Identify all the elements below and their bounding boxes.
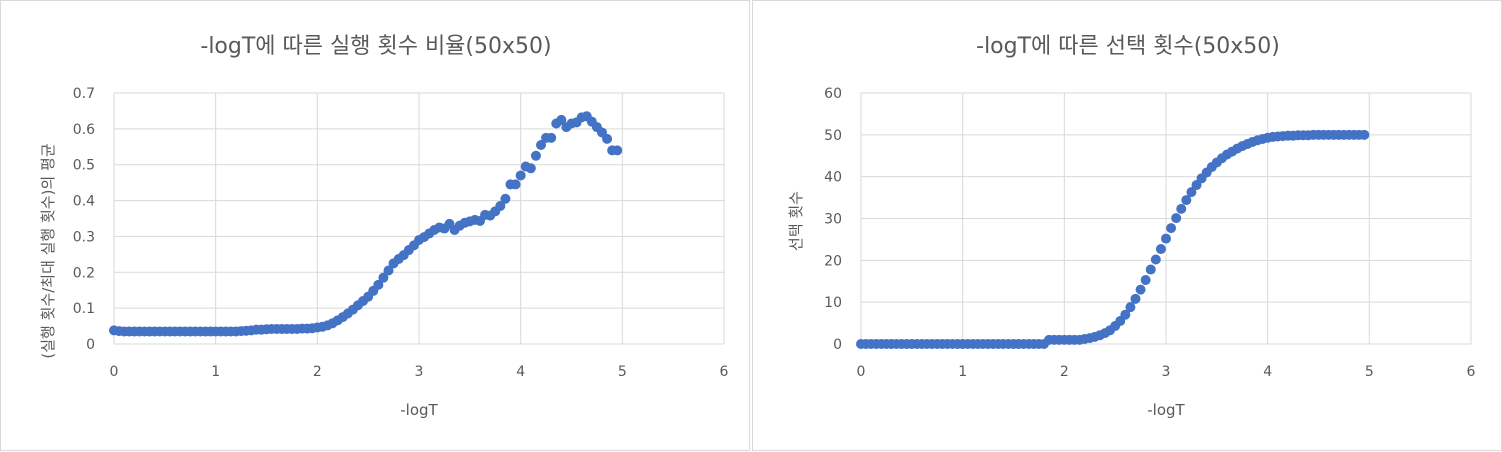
y-tick-label: 0.5 [73, 158, 95, 174]
data-point [383, 265, 394, 276]
data-point [495, 200, 506, 211]
data-point [510, 179, 521, 190]
chart-right: -logT에 따른 선택 횟수(50x50) 0 10 20 30 40 50 60 0 1 2 3… [787, 34, 1476, 419]
data-point [1181, 195, 1192, 206]
x-tick-label: 3 [415, 364, 424, 380]
x-tick-label: 1 [958, 364, 967, 380]
y-axis-label: (실행 횟수/최대 실행 횟수)의 평균 [39, 143, 57, 358]
y-tick-label: 30 [824, 212, 842, 228]
data-point [612, 145, 623, 156]
data-point [602, 133, 613, 144]
data-point [1166, 223, 1177, 234]
y-tick-label: 20 [824, 253, 842, 269]
x-tick-label: 3 [1162, 364, 1171, 380]
data-point [1135, 284, 1146, 295]
chart-title: -logT에 따른 실행 횟수 비율(50x50) [200, 34, 551, 59]
y-tick-label: 10 [824, 295, 842, 311]
data-point [515, 170, 526, 181]
x-axis-label: -logT [400, 401, 438, 419]
data-points [109, 111, 623, 337]
x-tick-label: 4 [1263, 364, 1272, 380]
x-tick-label: 2 [313, 364, 322, 380]
data-point [1145, 264, 1156, 275]
tick-labels: 0 10 20 30 40 50 60 0 1 2 3 4 5 6 [824, 86, 1475, 380]
y-tick-label: 0.2 [73, 265, 95, 281]
data-point [1161, 233, 1171, 244]
data-point [1176, 203, 1187, 214]
data-points [856, 129, 1370, 349]
data-point [1186, 187, 1197, 198]
chart-panel-right: -logT에 따른 선택 횟수(50x50) 0 10 20 30 40 50 60 0 1 2 3… [752, 0, 1502, 451]
y-axis-label: 선택 횟수 [787, 191, 805, 251]
data-point [373, 279, 384, 290]
x-tick-label: 6 [1467, 364, 1476, 380]
chart-title: -logT에 따른 선택 횟수(50x50) [976, 34, 1280, 59]
x-tick-label: 5 [618, 364, 627, 380]
y-tick-label: 40 [824, 170, 842, 186]
y-tick-label: 0.3 [73, 229, 95, 245]
data-point [536, 139, 546, 150]
grid [860, 92, 1472, 345]
x-axis-label: -logT [1147, 401, 1185, 419]
y-tick-label: 0.7 [73, 86, 95, 102]
x-tick-label: 0 [110, 364, 119, 380]
y-tick-label: 0 [86, 337, 95, 353]
y-tick-label: 0.4 [73, 194, 95, 210]
data-point [500, 193, 511, 204]
data-point [1140, 274, 1151, 285]
x-tick-label: 4 [516, 364, 525, 380]
data-point [1150, 254, 1161, 265]
tick-labels: 0 0.1 0.2 0.3 0.4 0.5 0.6 0.7 0 1 2 3 4 5 6 [73, 86, 729, 380]
data-point [1155, 244, 1166, 255]
data-point [556, 114, 567, 125]
grid [113, 92, 725, 345]
data-point [1125, 302, 1136, 313]
data-point [1359, 129, 1370, 140]
data-point [378, 272, 389, 283]
chart-left: -logT에 따른 실행 횟수 비율(50x50) 00.10.20.30.40… [39, 34, 729, 419]
x-tick-label: 5 [1365, 364, 1374, 380]
y-tick-label: 50 [824, 128, 842, 144]
data-point [530, 150, 541, 161]
data-point [525, 163, 536, 174]
x-tick-label: 6 [720, 364, 729, 380]
y-tick-label: 0 [833, 337, 842, 353]
x-tick-label: 1 [211, 364, 220, 380]
data-point [1130, 293, 1141, 304]
x-tick-label: 2 [1060, 364, 1069, 380]
x-tick-label: 0 [857, 364, 866, 380]
data-point [1120, 309, 1131, 320]
chart-panel-left: -logT에 따른 실행 횟수 비율(50x50) 0 0.1 0.2 0.3 0.4 0… [0, 0, 750, 451]
data-point [546, 132, 557, 143]
y-tick-label: 60 [824, 86, 842, 102]
y-tick-label: 0.1 [73, 301, 95, 317]
data-point [1171, 213, 1182, 224]
y-tick-label: 0.6 [73, 122, 95, 138]
